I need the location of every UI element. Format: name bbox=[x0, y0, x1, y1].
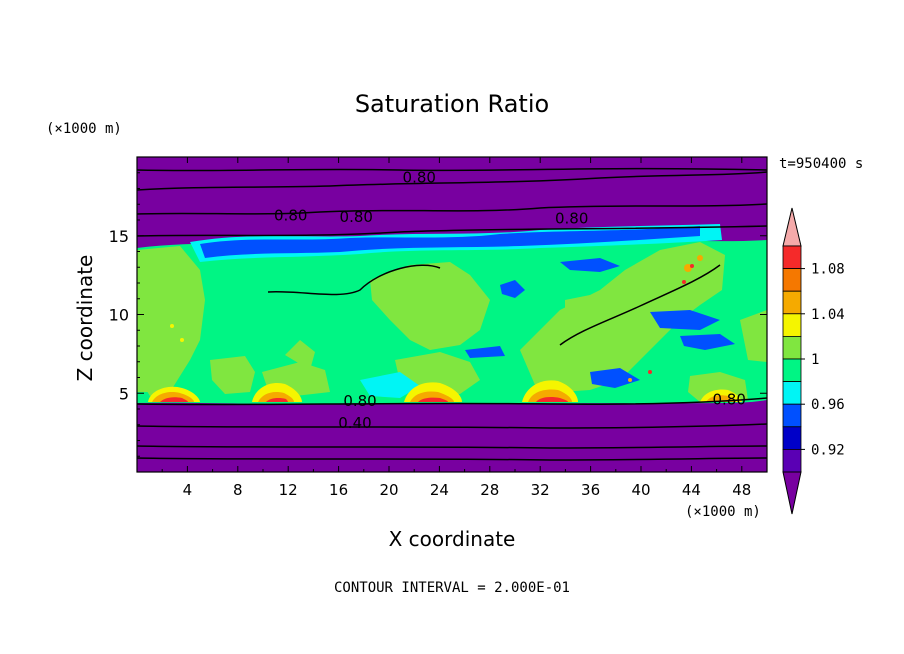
y-axis: 5 10 15 bbox=[109, 172, 767, 457]
contour-label: 0.80 bbox=[340, 208, 373, 226]
x-tick-label: 44 bbox=[682, 481, 701, 499]
surface-moist-blobs bbox=[148, 255, 742, 402]
colorbar-swatch bbox=[782, 381, 802, 405]
x-tick-label: 36 bbox=[581, 481, 600, 499]
colorbar-swatch bbox=[782, 290, 802, 315]
colorbar-swatch bbox=[782, 403, 802, 428]
chart-title: Saturation Ratio bbox=[355, 90, 549, 118]
colorbar-label: 0.92 bbox=[811, 442, 845, 458]
contour-labels: 0.80 0.80 0.80 0.80 0.80 0.40 0.80 bbox=[274, 168, 746, 432]
y-tick-label: 10 bbox=[109, 306, 129, 325]
contour-label: 0.80 bbox=[274, 206, 307, 224]
colorbar-label: 1 bbox=[811, 352, 819, 368]
colorbar: 1.08 1.04 1 0.96 0.92 bbox=[782, 207, 845, 515]
colorbar-label: 1.08 bbox=[811, 262, 845, 278]
x-tick-label: 48 bbox=[732, 481, 751, 499]
x-tick-label: 40 bbox=[631, 481, 650, 499]
x-tick-label: 8 bbox=[233, 481, 243, 499]
colorbar-label: 0.96 bbox=[811, 397, 845, 413]
contour-label: 0.80 bbox=[712, 391, 745, 409]
colorbar-swatch bbox=[782, 448, 802, 473]
colorbar-label: 1.04 bbox=[811, 307, 845, 323]
y-tick-label: 15 bbox=[109, 227, 129, 246]
y-axis-label: Z coordinate bbox=[73, 255, 97, 382]
time-label: t=950400 s bbox=[779, 156, 863, 172]
colorbar-swatch bbox=[782, 313, 802, 337]
colorbar-swatch bbox=[782, 426, 802, 450]
colorbar-swatch bbox=[782, 245, 802, 270]
contour-interval-footer: CONTOUR INTERVAL = 2.000E-01 bbox=[334, 580, 570, 596]
near-one-patches bbox=[137, 242, 767, 402]
x-tick-label: 32 bbox=[531, 481, 550, 499]
colorbar-swatch bbox=[782, 358, 802, 383]
x-tick-label: 20 bbox=[379, 481, 398, 499]
colorbar-min-triangle bbox=[782, 471, 802, 515]
x-tick-label: 16 bbox=[329, 481, 348, 499]
colorbar-swatch bbox=[782, 335, 802, 360]
x-axis-label: X coordinate bbox=[389, 527, 516, 551]
contour-label: 0.80 bbox=[403, 168, 436, 186]
x-tick-label: 12 bbox=[279, 481, 298, 499]
x-tick-label: 4 bbox=[183, 481, 193, 499]
colorbar-swatch bbox=[782, 268, 802, 292]
cirrus-band bbox=[190, 224, 735, 398]
y-tick-label: 5 bbox=[119, 384, 129, 403]
x-axis: 4 8 12 16 20 24 28 32 36 40 44 48 bbox=[161, 157, 751, 499]
colorbar-max-triangle bbox=[782, 207, 802, 247]
x-unit-label: (×1000 m) bbox=[685, 504, 761, 520]
x-tick-label: 24 bbox=[430, 481, 449, 499]
contour-label: 0.40 bbox=[338, 414, 371, 432]
x-tick-label: 28 bbox=[480, 481, 499, 499]
contour-lines bbox=[137, 167, 767, 461]
y-unit-label: (×1000 m) bbox=[46, 121, 122, 137]
low-dry-layer bbox=[137, 404, 767, 472]
contour-label: 0.80 bbox=[555, 209, 588, 227]
contour-label: 0.80 bbox=[343, 392, 376, 410]
plot-area bbox=[137, 157, 767, 472]
